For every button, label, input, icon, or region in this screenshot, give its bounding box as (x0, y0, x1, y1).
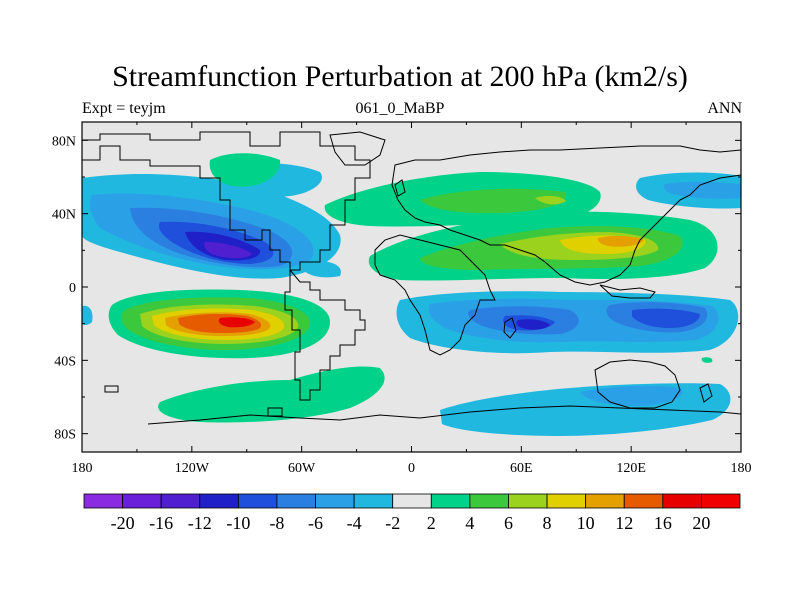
colorbar-box (237, 493, 278, 509)
x-tick-label: 180 (731, 461, 752, 476)
colorbar-box (160, 493, 201, 509)
fill-neg-4-so (580, 385, 683, 406)
coast-north-america (82, 131, 371, 271)
colorbar-box (508, 493, 548, 509)
x-tick-label: 120W (175, 461, 210, 476)
colorbar-box (392, 493, 432, 509)
colorbar-label: -16 (149, 513, 173, 533)
south-pacific-high-feature (82, 289, 330, 359)
colorbar-box (83, 493, 123, 509)
coast-indonesia (599, 284, 656, 299)
fill-neg-10-si (516, 319, 550, 330)
southern-ocean-features (158, 357, 731, 436)
colorbar-label: -8 (269, 513, 284, 533)
colorbar-label: 2 (427, 513, 436, 533)
colorbar-label: 12 (615, 513, 633, 533)
fill-pos-2-top (209, 153, 281, 187)
coast-greenland (329, 131, 386, 166)
colorbar-label: 16 (654, 513, 672, 533)
coast-south-georgia (267, 407, 283, 417)
season-label: ANN (707, 100, 742, 117)
x-tick-label: 60W (288, 461, 316, 476)
colorbar-label: -10 (226, 513, 250, 533)
colorbar: -20 -16 -12 -10 -8 -6 -4 -2 2 4 6 8 10 12 16 20 (83, 493, 741, 533)
south-indian-low-feature (396, 291, 739, 354)
fill-neg-8-au (632, 308, 700, 328)
coast-south-america (284, 268, 366, 401)
fill-neg-4-np (663, 181, 741, 199)
fill-pos-10 (597, 235, 644, 247)
colorbar-label: -4 (347, 513, 362, 533)
colorbar-label: 20 (692, 513, 710, 533)
experiment-label: Expt = teyjm (82, 100, 166, 117)
fill-pos-4-small (535, 195, 566, 205)
colorbar-box (430, 493, 471, 509)
colorbar-box (585, 493, 625, 509)
coast-antarctica (147, 405, 741, 425)
coast-uk (394, 179, 406, 197)
colorbar-box (546, 493, 587, 509)
colorbar-box (199, 493, 239, 509)
coast-small-island (104, 385, 119, 393)
y-tick-label: 40N (52, 208, 76, 223)
colorbar-label: -20 (111, 513, 135, 533)
coast-madagascar (503, 317, 517, 339)
colorbar-box (276, 493, 316, 509)
colorbar-box (662, 493, 702, 509)
colorbar-box (701, 493, 741, 509)
x-tick-label: 60E (510, 461, 533, 476)
coastlines (82, 131, 741, 425)
coast-nz (699, 383, 713, 403)
y-tick-label: 80S (54, 428, 76, 443)
colorbar-label: -6 (308, 513, 323, 533)
colorbar-box (623, 493, 664, 509)
colorbar-box (353, 493, 394, 509)
case-label: 061_0_MaBP (355, 100, 445, 117)
fill-pos-2-so (158, 366, 385, 423)
fill-neg-2-sp-west (82, 305, 93, 325)
colorbar-label: 10 (577, 513, 595, 533)
x-tick-label: 180 (72, 461, 93, 476)
colorbar-box (122, 493, 162, 509)
coast-australia (594, 359, 681, 409)
coast-eurasia (391, 145, 741, 286)
x-tick-label: 120E (616, 461, 646, 476)
y-tick-label: 80N (52, 134, 76, 149)
x-tick-label: 0 (408, 461, 415, 476)
north-pacific-low-feature (82, 163, 341, 279)
colorbar-label: -12 (188, 513, 212, 533)
y-tick-label: 40S (54, 354, 76, 369)
colorbar-label: 8 (543, 513, 552, 533)
colorbar-box (315, 493, 355, 509)
axes-ticks: 180 120W 60W 0 60E 120E 180 80N 40N 0 40S 80S (52, 122, 752, 476)
chart-title: Streamfunction Perturbation at 200 hPa (… (112, 60, 688, 93)
fill-pos-16-sp (218, 317, 255, 328)
fill-pos-4-north (420, 188, 566, 214)
fill-neg-12-edge (300, 260, 341, 278)
north-pacific-west-low (636, 172, 741, 209)
contour-fills (82, 131, 741, 436)
colorbar-label: 4 (465, 513, 474, 533)
coast-africa (374, 234, 496, 356)
colorbar-label: -2 (385, 513, 400, 533)
y-tick-label: 0 (69, 281, 76, 296)
colorbar-label: 6 (504, 513, 513, 533)
fill-pos-2-dot (701, 357, 713, 363)
fill-neg-12 (204, 242, 252, 259)
colorbar-box (469, 493, 509, 509)
